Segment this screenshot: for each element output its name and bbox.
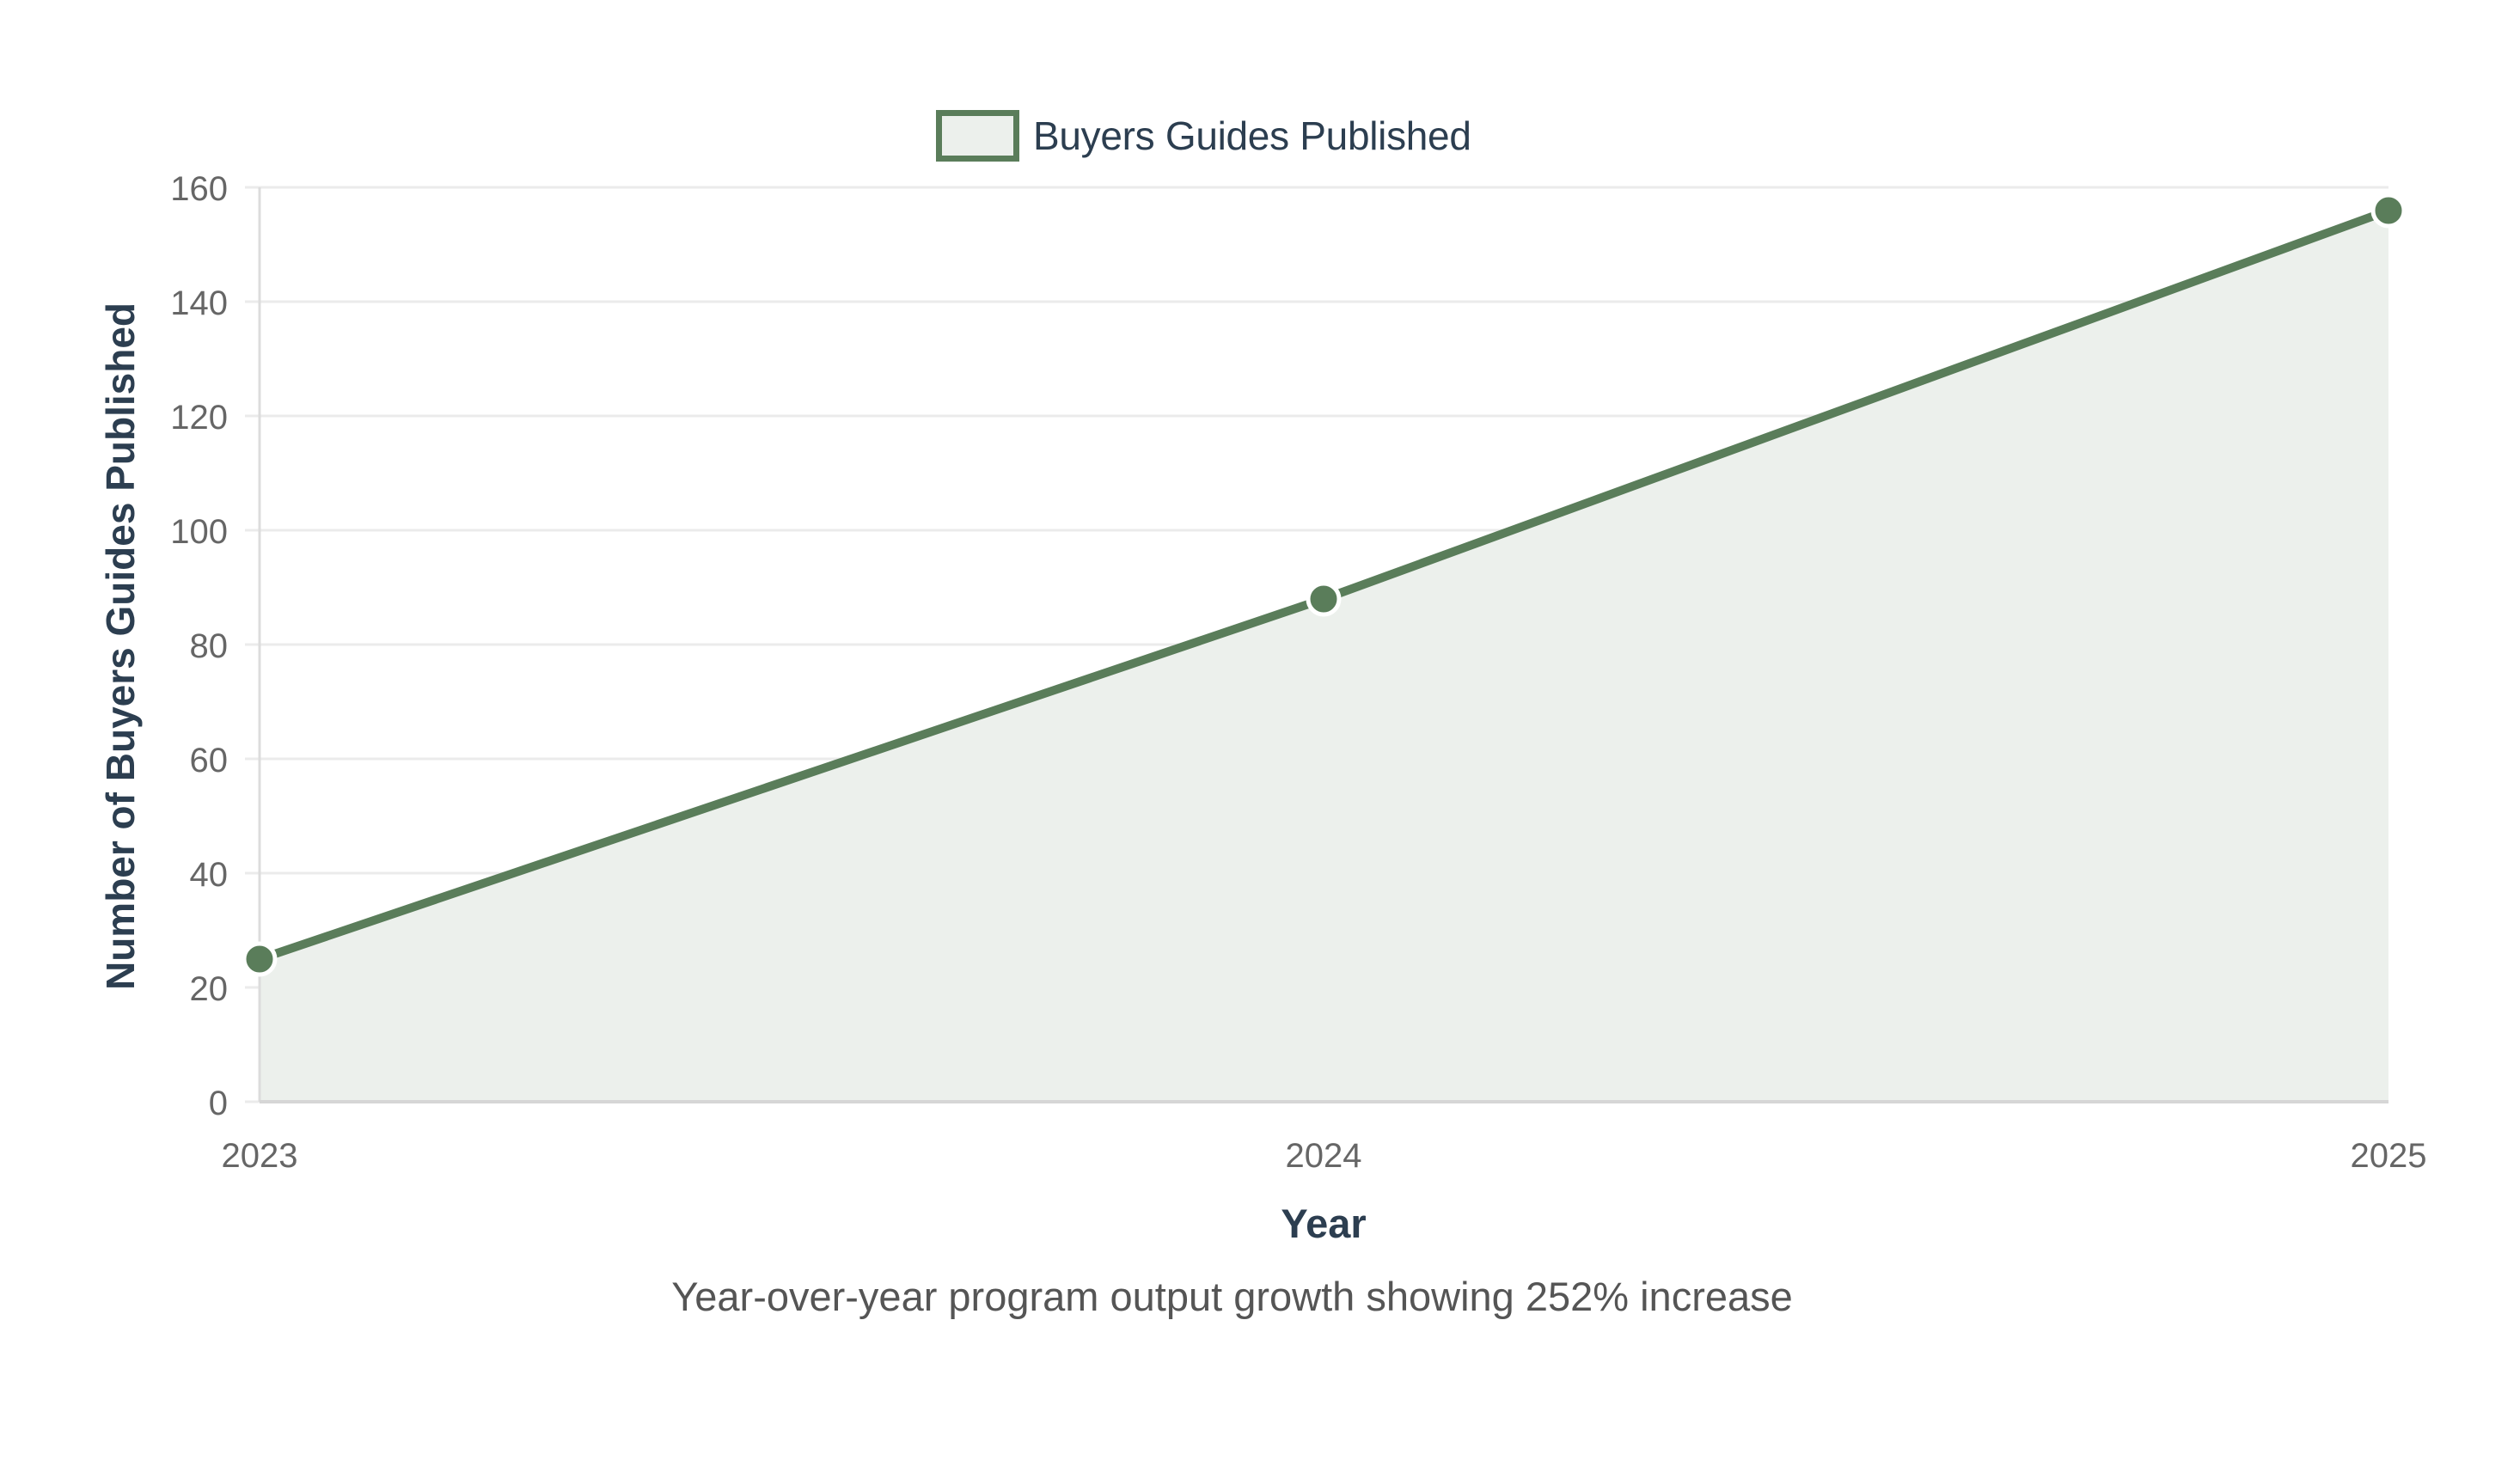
data-point-2023[interactable] (242, 941, 278, 977)
y-tick-label: 120 (170, 399, 228, 437)
legend-swatch-icon (936, 110, 1019, 162)
legend-label: Buyers Guides Published (1033, 113, 1471, 158)
x-axis-title: Year (1281, 1201, 1367, 1246)
y-tick-label: 60 (189, 742, 229, 779)
y-tick-label: 20 (189, 970, 229, 1008)
legend[interactable]: Buyers Guides Published (936, 108, 1471, 163)
data-point-2025[interactable] (2370, 193, 2407, 229)
x-tick-label: 2023 (221, 1137, 298, 1175)
data-point-2024[interactable] (1306, 581, 1342, 617)
x-tick-label: 2024 (1285, 1137, 1362, 1175)
y-tick-label: 0 (208, 1085, 228, 1122)
y-tick-label: 100 (170, 513, 228, 551)
y-tick-label: 80 (189, 627, 229, 665)
y-axis-title: Number of Buyers Guides Published (98, 302, 143, 991)
y-tick-label: 40 (189, 856, 229, 894)
chart-caption: Year-over-year program output growth sho… (671, 1274, 1793, 1319)
y-tick-label: 140 (170, 284, 228, 322)
x-tick-label: 2025 (2350, 1137, 2427, 1175)
area-fill (260, 211, 2388, 1102)
y-tick-label: 160 (170, 170, 228, 208)
